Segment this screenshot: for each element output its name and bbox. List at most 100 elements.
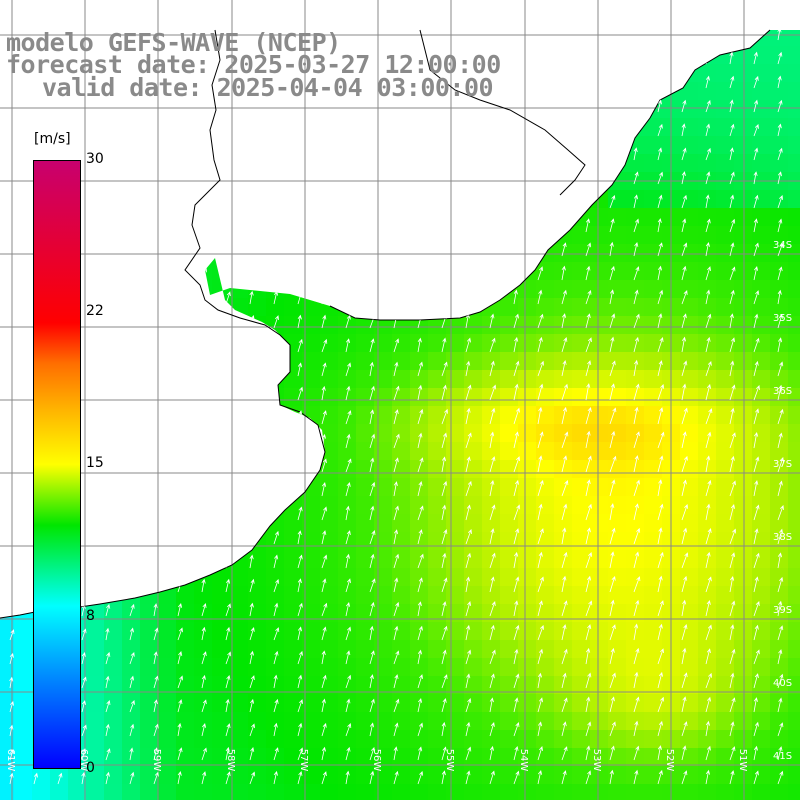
wind-arrow (585, 146, 591, 161)
wind-arrow (201, 483, 207, 497)
wind-arrow (705, 241, 710, 257)
wind-speed-cell (158, 226, 176, 244)
wind-speed-cell (230, 784, 248, 800)
wind-speed-cell (14, 784, 32, 800)
wind-speed-cell (212, 442, 230, 460)
wind-speed-cell (626, 100, 644, 118)
wind-arrow (537, 576, 544, 593)
wind-arrow (753, 385, 760, 401)
wind-arrow (129, 675, 135, 689)
wind-arrow (177, 506, 182, 521)
wind-speed-cell (734, 514, 752, 532)
wind-speed-cell (338, 136, 356, 154)
wind-speed-cell (698, 766, 716, 784)
wind-arrow (105, 436, 111, 449)
wind-arrow (465, 552, 471, 569)
wind-arrow (393, 674, 399, 689)
wind-arrow (633, 383, 640, 401)
wind-speed-cell (446, 334, 464, 352)
wind-arrow (417, 722, 423, 737)
wind-arrow (153, 675, 159, 689)
wind-speed-cell (248, 100, 266, 118)
wind-arrow (465, 337, 471, 353)
wind-arrow (393, 601, 400, 617)
wind-arrow (633, 313, 640, 329)
wind-speed-cell (752, 712, 770, 730)
wind-arrow (585, 75, 592, 89)
wind-speed-cell (428, 208, 446, 226)
wind-speed-cell (770, 280, 788, 298)
wind-speed-cell (158, 154, 176, 172)
wind-speed-cell (590, 334, 608, 352)
wind-speed-cell (536, 694, 554, 712)
wind-speed-cell (320, 514, 338, 532)
wind-speed-cell (464, 568, 482, 586)
wind-speed-cell (518, 316, 536, 334)
wind-speed-cell (122, 442, 140, 460)
wind-arrow (513, 431, 519, 449)
wind-arrow (273, 674, 278, 689)
wind-arrow (177, 722, 182, 737)
wind-speed-cell (194, 208, 212, 226)
wind-speed-cell (608, 388, 626, 406)
wind-speed-cell (302, 694, 320, 712)
wind-speed-cell (338, 406, 356, 424)
wind-arrow (537, 455, 543, 473)
wind-arrow (393, 577, 399, 593)
wind-speed-cell (554, 694, 572, 712)
wind-speed-cell (140, 298, 158, 316)
wind-arrow (441, 361, 448, 377)
wind-speed-cell (86, 748, 104, 766)
wind-arrow (657, 123, 663, 137)
wind-arrow (681, 647, 687, 665)
wind-arrow (273, 602, 279, 617)
wind-speed-cell (392, 640, 410, 658)
wind-arrow (417, 649, 423, 665)
wind-speed-cell (554, 766, 572, 784)
wind-speed-cell (626, 82, 644, 100)
wind-speed-cell (374, 388, 392, 406)
wind-speed-cell (608, 352, 626, 370)
wind-speed-cell (14, 694, 32, 712)
wind-speed-cell (122, 730, 140, 748)
wind-speed-cell (176, 226, 194, 244)
wind-speed-cell (518, 730, 536, 748)
wind-speed-cell (500, 532, 518, 550)
wind-arrow (681, 552, 689, 569)
wind-speed-cell (644, 118, 662, 136)
wind-arrow (177, 147, 183, 161)
wind-speed-cell (338, 190, 356, 208)
wind-speed-cell (680, 298, 698, 316)
wind-arrow (657, 99, 662, 113)
wind-arrow (705, 600, 711, 617)
wind-arrow (321, 458, 327, 473)
wind-speed-cell (356, 784, 374, 800)
wind-speed-cell (86, 694, 104, 712)
wind-arrow (681, 599, 687, 617)
wind-speed-cell (626, 298, 644, 316)
wind-speed-cell (212, 784, 230, 800)
wind-speed-cell (788, 730, 800, 748)
wind-speed-cell (230, 568, 248, 586)
wind-speed-cell (698, 226, 716, 244)
wind-arrow (633, 147, 638, 161)
wind-speed-cell (0, 622, 14, 640)
wind-speed-cell (230, 154, 248, 172)
wind-arrow (345, 338, 351, 353)
wind-speed-cell (572, 766, 590, 784)
wind-speed-cell (410, 496, 428, 514)
wind-speed-cell (770, 478, 788, 496)
wind-speed-cell (572, 550, 590, 568)
wind-speed-cell (266, 136, 284, 154)
wind-speed-cell (752, 190, 770, 208)
wind-arrow (561, 265, 566, 281)
wind-speed-cell (86, 334, 104, 352)
wind-arrow (489, 673, 495, 689)
wind-speed-cell (356, 640, 374, 658)
wind-speed-cell (428, 154, 446, 172)
wind-arrow (297, 194, 303, 209)
wind-arrow (657, 171, 663, 185)
wind-arrow (537, 360, 544, 377)
wind-arrow (489, 407, 496, 425)
wind-speed-cell (176, 262, 194, 280)
